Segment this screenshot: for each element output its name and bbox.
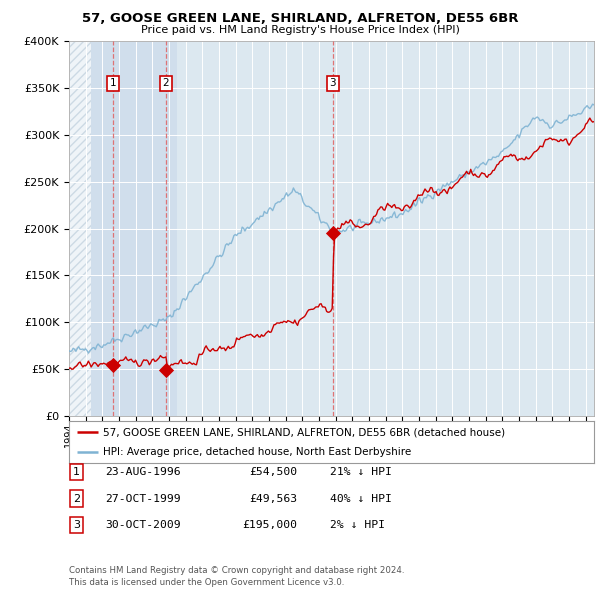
Text: 1: 1	[110, 78, 116, 88]
Text: Price paid vs. HM Land Registry's House Price Index (HPI): Price paid vs. HM Land Registry's House …	[140, 25, 460, 35]
Text: 3: 3	[329, 78, 336, 88]
Text: 2% ↓ HPI: 2% ↓ HPI	[330, 520, 385, 530]
Text: £54,500: £54,500	[249, 467, 297, 477]
Text: 23-AUG-1996: 23-AUG-1996	[105, 467, 181, 477]
Text: 1: 1	[73, 467, 80, 477]
Text: £49,563: £49,563	[249, 494, 297, 503]
Bar	[91, 41, 178, 416]
Text: 2: 2	[73, 494, 80, 503]
Text: 30-OCT-2009: 30-OCT-2009	[105, 520, 181, 530]
Text: 2: 2	[163, 78, 169, 88]
Text: HPI: Average price, detached house, North East Derbyshire: HPI: Average price, detached house, Nort…	[103, 447, 412, 457]
Point	[328, 228, 338, 238]
Text: Contains HM Land Registry data © Crown copyright and database right 2024.
This d: Contains HM Land Registry data © Crown c…	[69, 566, 404, 587]
Point	[161, 365, 171, 374]
Point	[108, 360, 118, 369]
Bar	[69, 41, 91, 416]
Text: 27-OCT-1999: 27-OCT-1999	[105, 494, 181, 503]
Text: 57, GOOSE GREEN LANE, SHIRLAND, ALFRETON, DE55 6BR: 57, GOOSE GREEN LANE, SHIRLAND, ALFRETON…	[82, 12, 518, 25]
Text: £195,000: £195,000	[242, 520, 297, 530]
Text: 40% ↓ HPI: 40% ↓ HPI	[330, 494, 392, 503]
Text: 57, GOOSE GREEN LANE, SHIRLAND, ALFRETON, DE55 6BR (detached house): 57, GOOSE GREEN LANE, SHIRLAND, ALFRETON…	[103, 427, 505, 437]
Text: 21% ↓ HPI: 21% ↓ HPI	[330, 467, 392, 477]
Text: 3: 3	[73, 520, 80, 530]
